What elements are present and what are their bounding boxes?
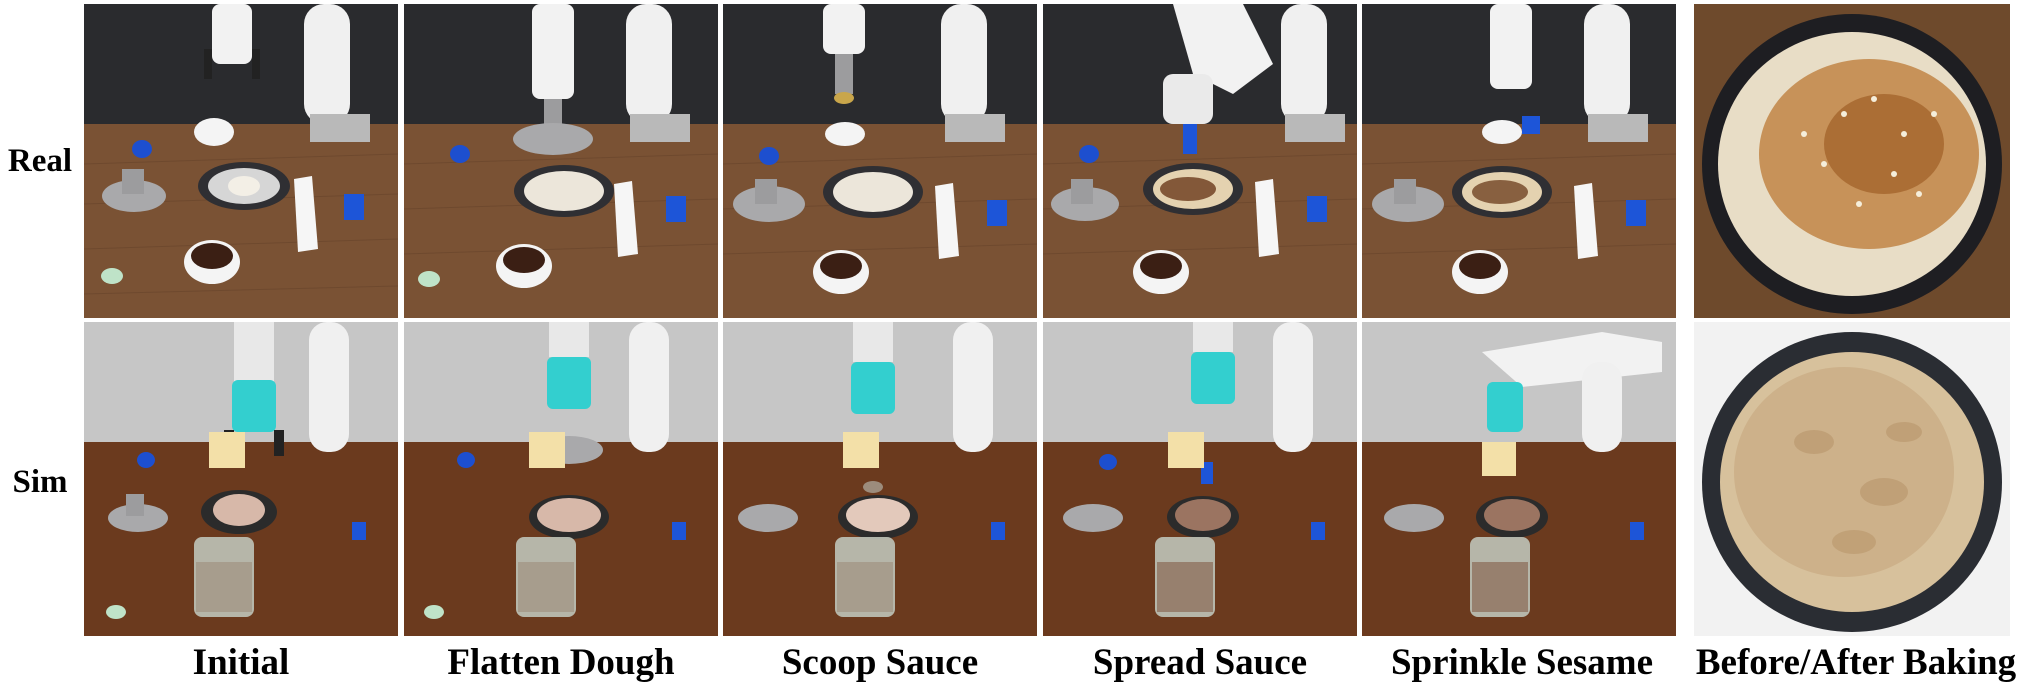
real-initial-image	[84, 4, 398, 318]
col-label-before-after-baking: Before/After Baking	[1695, 642, 2017, 683]
real-flatten-image	[404, 4, 718, 318]
row-label-real: Real	[7, 143, 73, 179]
real-spread-image	[1043, 4, 1357, 318]
real-scoop-image	[723, 4, 1037, 318]
sim-flatten-image	[404, 322, 718, 636]
col-label-initial: Initial	[192, 642, 290, 683]
col-label-sprinkle-sesame: Sprinkle Sesame	[1390, 642, 1654, 683]
sim-baking-image	[1694, 322, 2010, 636]
col-label-spread-sauce: Spread Sauce	[1092, 642, 1308, 683]
sim-initial-image	[84, 322, 398, 636]
col-label-scoop-sauce: Scoop Sauce	[781, 642, 979, 683]
sim-sprinkle-image	[1362, 322, 1676, 636]
col-label-flatten-dough: Flatten Dough	[447, 642, 675, 683]
real-sprinkle-image	[1362, 4, 1676, 318]
sim-spread-image	[1043, 322, 1357, 636]
row-label-sim: Sim	[12, 464, 68, 500]
real-baking-image	[1694, 4, 2010, 318]
sim-scoop-image	[723, 322, 1037, 636]
